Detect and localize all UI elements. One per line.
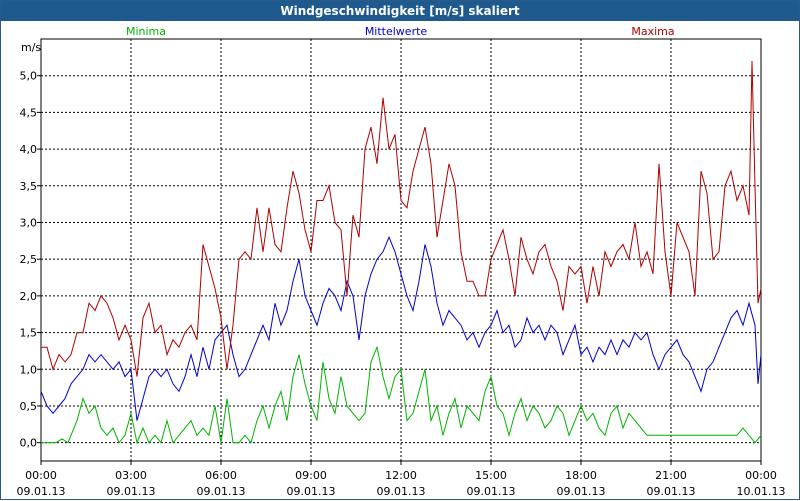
series-lines xyxy=(40,60,762,445)
series-line-mittelwerte xyxy=(40,235,762,421)
y-axis-label: m/s xyxy=(21,41,41,54)
grid-lines xyxy=(40,39,762,461)
x-tick-time: 09:00 xyxy=(295,469,327,482)
y-tick-label: 0,5 xyxy=(20,400,38,413)
x-tick-date: 09.01.13 xyxy=(17,485,66,498)
x-tick-time: 00:00 xyxy=(745,469,777,482)
x-tick-time: 12:00 xyxy=(385,469,417,482)
plot-frame xyxy=(40,38,762,462)
y-tick-label: 3,0 xyxy=(20,216,38,229)
legend: Minima Mittelwerte Maxima xyxy=(126,25,675,38)
x-tick-date: 09.01.13 xyxy=(647,485,696,498)
y-tick-label: 4,0 xyxy=(20,143,38,156)
x-tick-date: 09.01.13 xyxy=(557,485,606,498)
legend-entry-maxima: Maxima xyxy=(631,25,674,38)
x-tick-time: 00:00 xyxy=(25,469,57,482)
x-tick-time: 18:00 xyxy=(565,469,597,482)
axes: 0,0 0,5 1,0 1,5 2,0 2,5 3,0 3,5 4,0 4,5 5,0 m/s 00:0… xyxy=(17,38,786,498)
legend-entry-minima: Minima xyxy=(126,25,166,38)
series-line-maxima xyxy=(41,60,762,377)
x-tick-date: 09.01.13 xyxy=(197,485,246,498)
y-tick-label: 1,5 xyxy=(20,327,38,340)
x-tick-time: 06:00 xyxy=(205,469,237,482)
x-tick-time: 03:00 xyxy=(115,469,147,482)
x-tick-date: 09.01.13 xyxy=(287,485,336,498)
window-title: Windgeschwindigkeit [m/s] skaliert xyxy=(1,1,799,21)
series-line-minima xyxy=(41,345,762,445)
legend-entry-mittelwerte: Mittelwerte xyxy=(365,25,428,38)
x-tick-date: 10.01.13 xyxy=(737,485,786,498)
x-tick-time: 15:00 xyxy=(475,469,507,482)
y-tick-label: 5,0 xyxy=(20,70,38,83)
x-tick-date: 09.01.13 xyxy=(467,485,516,498)
y-tick-label: 0,0 xyxy=(20,437,38,450)
x-tick-date: 09.01.13 xyxy=(107,485,156,498)
y-tick-label: 4,5 xyxy=(20,106,38,119)
x-tick-date: 09.01.13 xyxy=(377,485,426,498)
x-tick-time: 21:00 xyxy=(655,469,687,482)
y-tick-label: 2,5 xyxy=(20,253,38,266)
y-tick-label: 1,0 xyxy=(20,363,38,376)
y-tick-label: 3,5 xyxy=(20,180,38,193)
y-tick-label: 2,0 xyxy=(20,290,38,303)
